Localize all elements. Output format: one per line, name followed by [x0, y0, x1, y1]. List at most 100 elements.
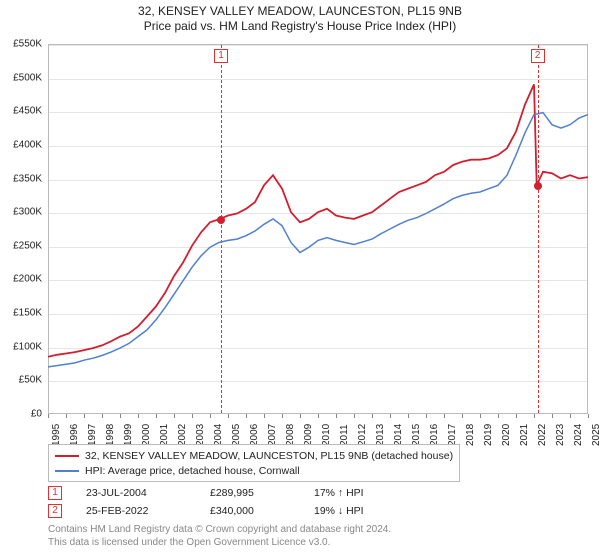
y-axis-label: £50K — [19, 375, 42, 386]
legend-swatch — [55, 470, 79, 472]
x-tick — [48, 414, 49, 418]
footer: 1 23-JUL-2004 £289,995 17% ↑ HPI 2 25-FEB-202… — [48, 484, 391, 549]
x-tick — [534, 414, 535, 418]
x-axis-label: 2018 — [465, 424, 476, 446]
x-axis-label: 2014 — [393, 424, 404, 446]
x-tick — [192, 414, 193, 418]
y-axis-label: £550K — [13, 39, 42, 50]
chart-lines-svg — [48, 44, 588, 414]
x-tick — [426, 414, 427, 418]
x-axis-label: 1999 — [123, 424, 134, 446]
y-axis-label: £450K — [13, 106, 42, 117]
legend: 32, KENSEY VALLEY MEADOW, LAUNCESTON, PL… — [48, 444, 460, 482]
legend-row: HPI: Average price, detached house, Corn… — [55, 463, 453, 478]
x-tick — [516, 414, 517, 418]
x-axis-label: 2003 — [195, 424, 206, 446]
title-line1: 32, KENSEY VALLEY MEADOW, LAUNCESTON, PL… — [0, 4, 600, 18]
x-axis-label: 2019 — [483, 424, 494, 446]
y-axis-label: £100K — [13, 341, 42, 352]
x-axis-label: 2020 — [501, 424, 512, 446]
x-tick — [228, 414, 229, 418]
x-axis-label: 2017 — [447, 424, 458, 446]
x-axis-label: 2009 — [303, 424, 314, 446]
legend-label: HPI: Average price, detached house, Corn… — [85, 465, 300, 477]
attribution: Contains HM Land Registry data © Crown c… — [48, 524, 391, 549]
x-axis-label: 2013 — [375, 424, 386, 446]
x-tick — [390, 414, 391, 418]
x-axis-label: 2008 — [285, 424, 296, 446]
y-axis-label: £0 — [31, 409, 42, 420]
chart-area: 12 £0£50K£100K£150K£200K£250K£300K£350K£… — [48, 44, 588, 414]
transaction-row: 1 23-JUL-2004 £289,995 17% ↑ HPI — [48, 484, 391, 502]
legend-swatch — [55, 455, 79, 457]
x-axis-label: 1998 — [105, 424, 116, 446]
x-axis-label: 2012 — [357, 424, 368, 446]
x-tick — [588, 414, 589, 418]
x-tick — [498, 414, 499, 418]
x-axis-label: 2024 — [573, 424, 584, 446]
y-axis-label: £150K — [13, 308, 42, 319]
transaction-delta: 17% ↑ HPI — [314, 487, 364, 499]
x-axis-label: 2010 — [321, 424, 332, 446]
x-tick — [246, 414, 247, 418]
x-tick — [462, 414, 463, 418]
x-axis-label: 2021 — [519, 424, 530, 446]
attribution-line1: Contains HM Land Registry data © Crown c… — [48, 524, 391, 537]
x-axis-label: 2007 — [267, 424, 278, 446]
x-axis-label: 2005 — [231, 424, 242, 446]
transaction-marker: 1 — [48, 486, 62, 500]
x-tick — [120, 414, 121, 418]
x-tick — [336, 414, 337, 418]
title-line2: Price paid vs. HM Land Registry's House … — [0, 19, 600, 33]
x-tick — [174, 414, 175, 418]
x-axis-label: 2001 — [159, 424, 170, 446]
x-axis-label: 1997 — [87, 424, 98, 446]
y-axis-label: £350K — [13, 173, 42, 184]
y-axis-label: £400K — [13, 139, 42, 150]
x-tick — [102, 414, 103, 418]
y-axis-label: £300K — [13, 207, 42, 218]
transaction-marker: 2 — [48, 504, 62, 518]
x-tick — [552, 414, 553, 418]
x-tick — [444, 414, 445, 418]
transaction-delta: 19% ↓ HPI — [314, 505, 364, 517]
x-tick — [354, 414, 355, 418]
transaction-row: 2 25-FEB-2022 £340,000 19% ↓ HPI — [48, 502, 391, 520]
series-line-hpi — [48, 113, 588, 367]
x-axis-label: 2002 — [177, 424, 188, 446]
x-tick — [480, 414, 481, 418]
x-tick — [84, 414, 85, 418]
x-axis-label: 1996 — [69, 424, 80, 446]
transaction-date: 23-JUL-2004 — [86, 487, 186, 499]
x-tick — [66, 414, 67, 418]
x-tick — [408, 414, 409, 418]
x-tick — [318, 414, 319, 418]
x-axis-label: 2006 — [249, 424, 260, 446]
transaction-date: 25-FEB-2022 — [86, 505, 186, 517]
x-axis-label: 2004 — [213, 424, 224, 446]
x-axis-label: 2016 — [429, 424, 440, 446]
y-axis-label: £200K — [13, 274, 42, 285]
y-axis-label: £250K — [13, 240, 42, 251]
transaction-price: £289,995 — [210, 487, 290, 499]
x-tick — [282, 414, 283, 418]
x-axis-label: 1995 — [51, 424, 62, 446]
x-axis-label: 2023 — [555, 424, 566, 446]
x-axis-label: 2025 — [591, 424, 600, 446]
y-axis-label: £500K — [13, 72, 42, 83]
x-axis-label: 2022 — [537, 424, 548, 446]
x-tick — [138, 414, 139, 418]
chart-title-block: 32, KENSEY VALLEY MEADOW, LAUNCESTON, PL… — [0, 0, 600, 33]
x-tick — [210, 414, 211, 418]
x-axis-label: 2000 — [141, 424, 152, 446]
x-tick — [570, 414, 571, 418]
x-axis-label: 2015 — [411, 424, 422, 446]
x-axis-label: 2011 — [339, 424, 350, 446]
series-line-price_paid — [48, 84, 588, 356]
transaction-price: £340,000 — [210, 505, 290, 517]
x-tick — [264, 414, 265, 418]
x-tick — [372, 414, 373, 418]
legend-row: 32, KENSEY VALLEY MEADOW, LAUNCESTON, PL… — [55, 448, 453, 463]
attribution-line2: This data is licensed under the Open Gov… — [48, 537, 391, 550]
legend-label: 32, KENSEY VALLEY MEADOW, LAUNCESTON, PL… — [85, 450, 453, 462]
